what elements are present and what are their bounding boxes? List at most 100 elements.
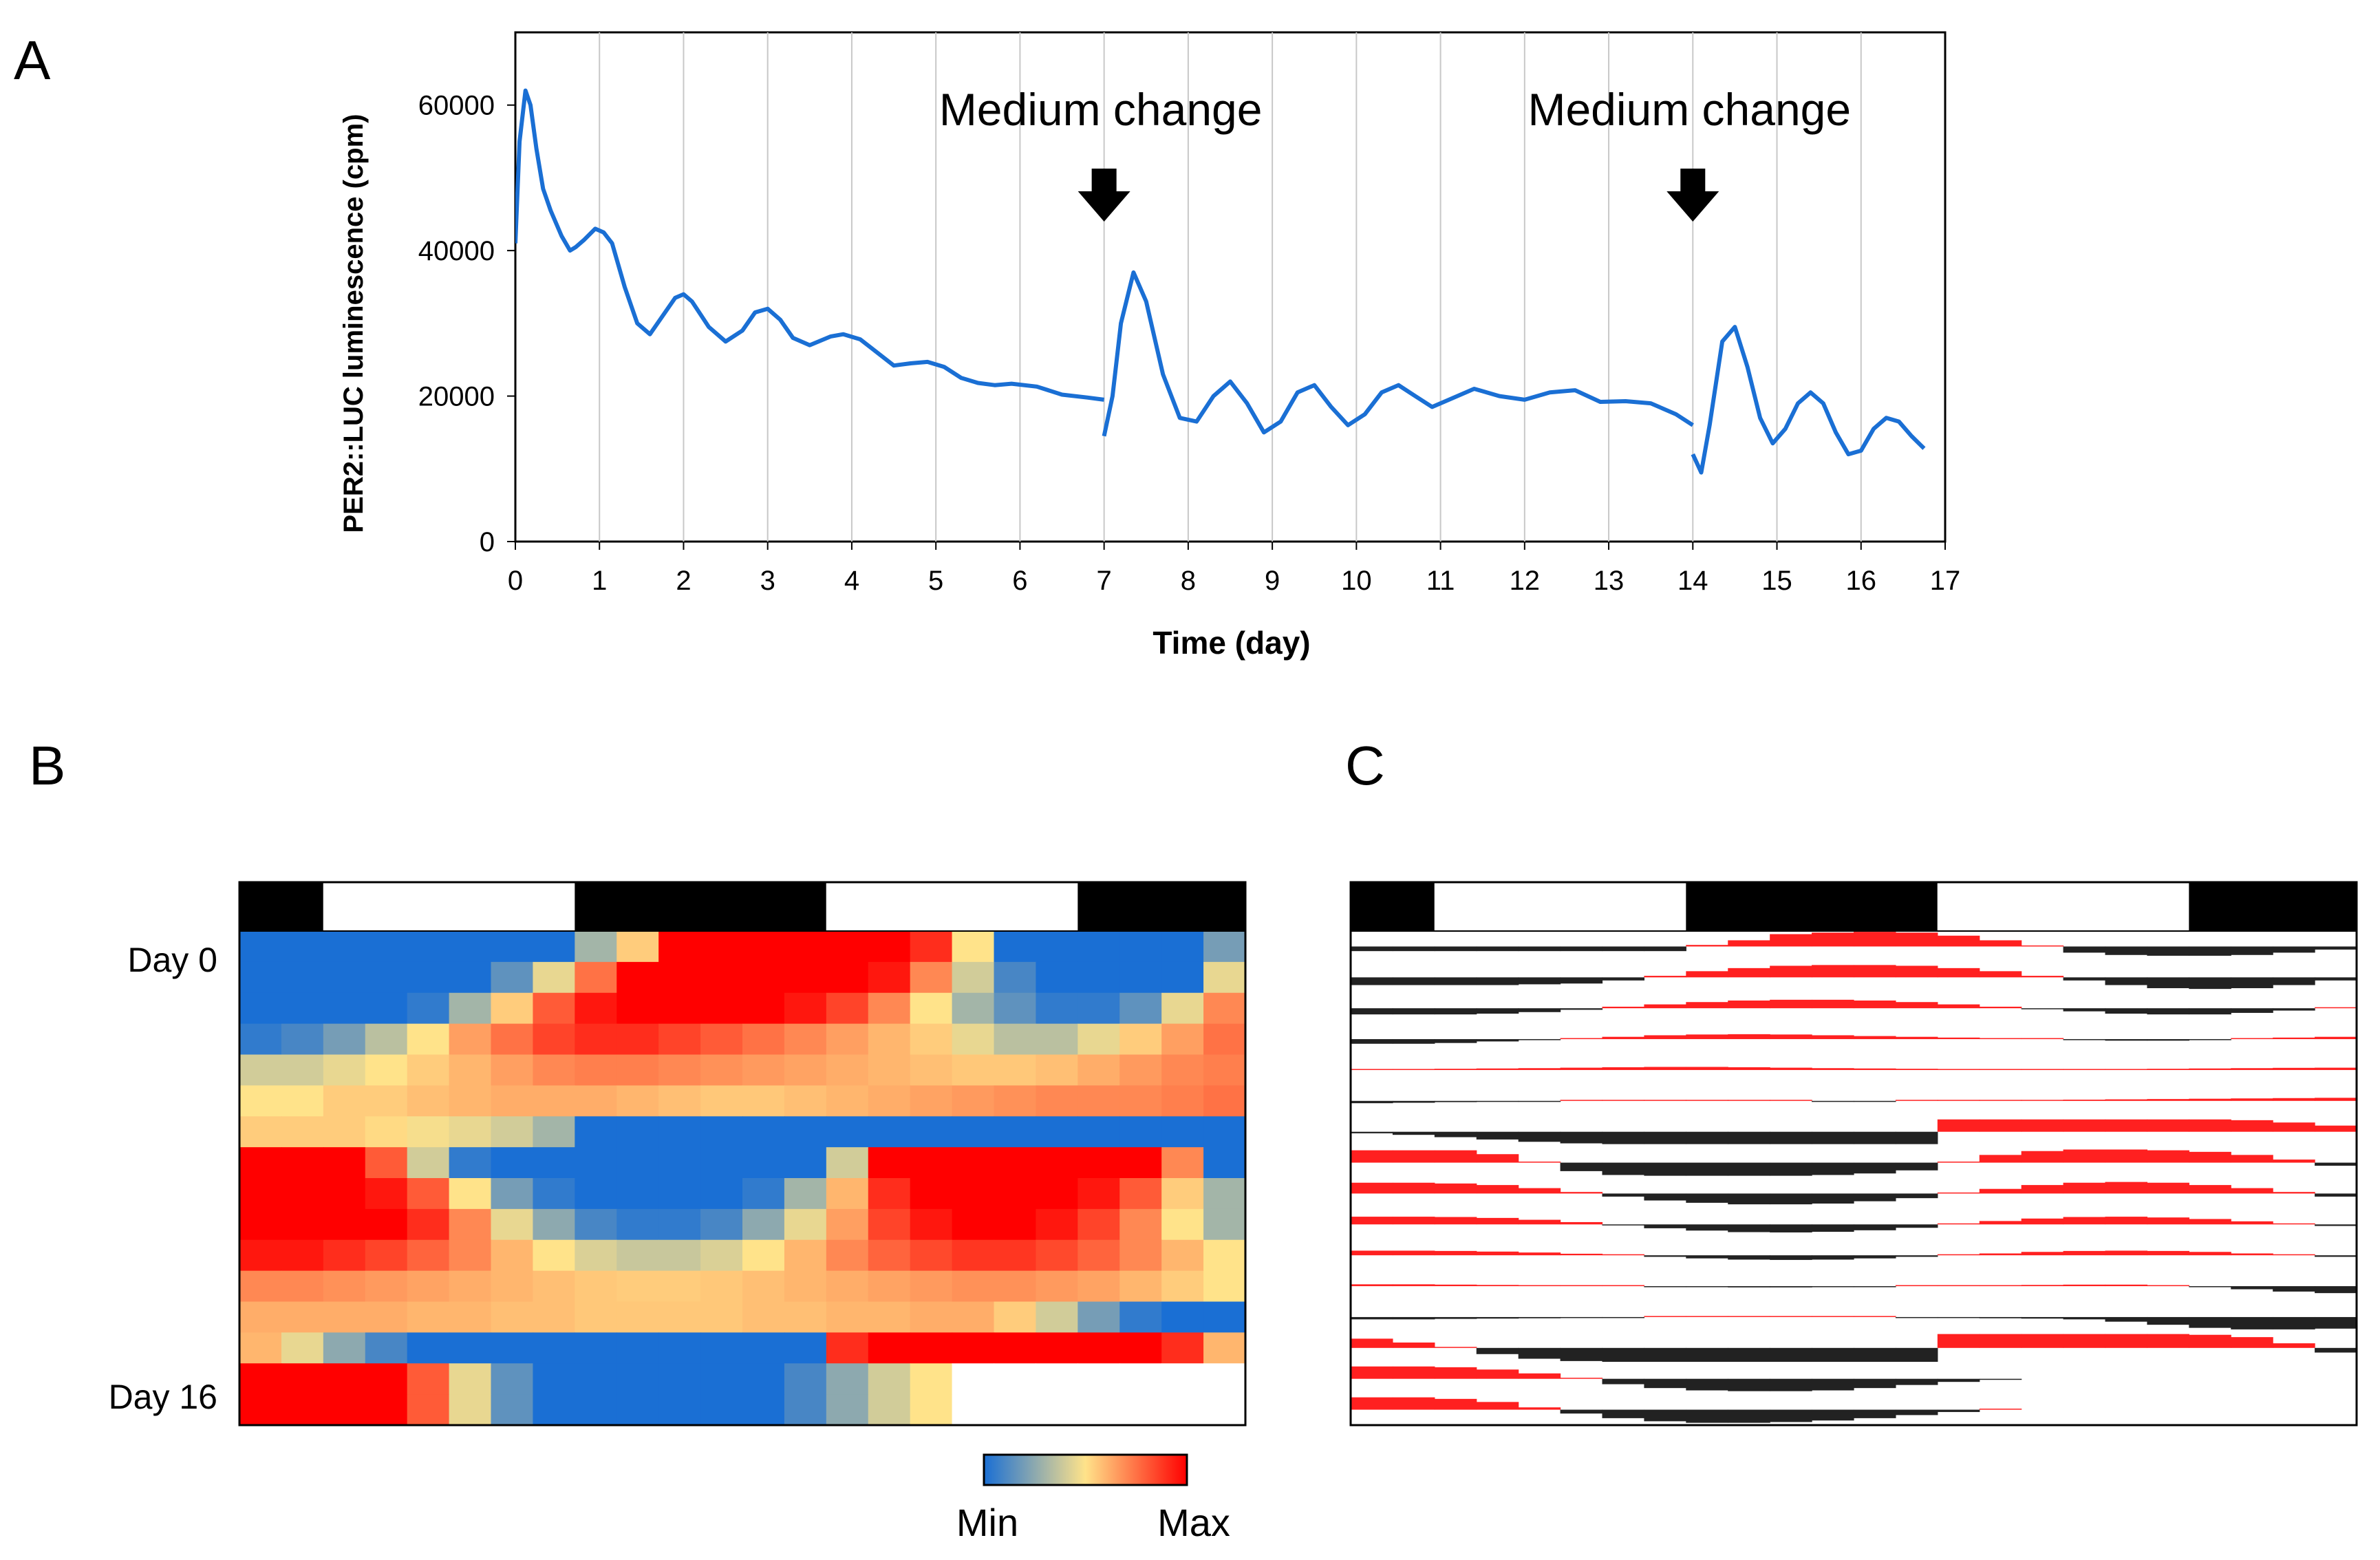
positive-bar: [2063, 1149, 2106, 1163]
positive-bar: [1434, 1069, 1477, 1070]
positive-bar: [1518, 1162, 1561, 1163]
heatmap-cell: [491, 1085, 534, 1117]
colorbar: Min Max: [956, 1453, 1230, 1544]
positive-bar: [1476, 1369, 1519, 1379]
negative-bar: [1770, 1409, 1812, 1422]
positive-bar: [2147, 1334, 2189, 1348]
negative-bar: [1812, 1347, 1854, 1362]
heatmap-cell: [323, 992, 366, 1025]
positive-bar: [2231, 1253, 2273, 1256]
heatmap-cell: [1036, 1116, 1078, 1148]
negative-bar: [1979, 1378, 2022, 1380]
negative-bar: [2147, 977, 2189, 989]
heatmap-cell: [365, 1363, 408, 1395]
x-tick-label: 16: [1846, 566, 1877, 596]
positive-bar: [2063, 1284, 2106, 1287]
negative-bar: [2063, 946, 2106, 953]
heatmap-cell: [323, 931, 366, 963]
negative-bar: [1812, 1255, 1854, 1260]
negative-bar: [2021, 1316, 2064, 1319]
heatmap-cell: [1203, 1270, 1246, 1303]
negative-bar: [2315, 1162, 2357, 1166]
heatmap-cell: [700, 1116, 743, 1148]
positive-bar: [1895, 1285, 1938, 1287]
positive-bar: [1434, 1217, 1477, 1225]
positive-bar: [1979, 1038, 2022, 1040]
heatmap-cell: [910, 1394, 953, 1426]
heatmap-cell: [1119, 1394, 1162, 1426]
positive-bar: [1937, 1037, 1980, 1040]
heatmap-cell: [826, 931, 869, 963]
heatmap-cell: [700, 1270, 743, 1303]
heatmap-cell: [784, 1301, 827, 1333]
heatmap-cell: [784, 1147, 827, 1179]
heatmap-cell: [1203, 1394, 1246, 1426]
positive-bar: [1979, 1006, 2022, 1009]
positive-bar: [1728, 940, 1770, 947]
positive-bar: [2231, 1038, 2273, 1040]
heatmap-cell: [575, 1023, 617, 1056]
heatmap-cell: [1203, 1301, 1246, 1333]
heatmap-cell: [784, 1270, 827, 1303]
y-axis: 0 20000 40000 60000: [418, 91, 515, 557]
positive-bar: [1434, 1183, 1477, 1194]
negative-bar: [1770, 1193, 1812, 1205]
heatmap-cell: [449, 1239, 492, 1272]
heatmap-cell: [1119, 1270, 1162, 1303]
heatmap-cell: [742, 1394, 785, 1426]
heatmap-cell: [449, 1270, 492, 1303]
positive-bar: [1644, 976, 1686, 978]
heatmap-cell: [826, 1085, 869, 1117]
positive-bar: [1979, 1253, 2022, 1256]
heatmap-cell: [1078, 1208, 1120, 1241]
negative-bar: [1686, 1255, 1728, 1259]
light-period-bar: [323, 882, 575, 931]
negative-bar: [1728, 1131, 1770, 1144]
heatmap-cell: [784, 1054, 827, 1086]
negative-bar: [1602, 1409, 1645, 1418]
heatmap-cell: [1119, 1054, 1162, 1086]
negative-bar: [1602, 1224, 1645, 1226]
heatmap-cell: [826, 1270, 869, 1303]
positive-bar: [2231, 1120, 2273, 1132]
heatmap-cell: [826, 1363, 869, 1395]
heatmap-cell: [449, 1147, 492, 1179]
heatmap-cell: [994, 1208, 1037, 1241]
heatmap-cell: [365, 1239, 408, 1272]
heatmap-cell: [1036, 1363, 1078, 1395]
y-tick-label: 60000: [418, 91, 495, 121]
heatmap-cell: [617, 1023, 659, 1056]
positive-bar: [2021, 1285, 2064, 1287]
heatmap-cell: [784, 1332, 827, 1364]
negative-bar: [1518, 1316, 1561, 1318]
panel-label-c: C: [1345, 735, 1385, 796]
positive-bar: [1895, 965, 1938, 978]
heatmap-cell: [323, 1239, 366, 1272]
heatmap-cell: [1203, 1147, 1246, 1179]
heatmap-cell: [239, 1147, 282, 1179]
heatmap-cell: [1036, 1085, 1078, 1117]
positive-bar: [1854, 1316, 1896, 1317]
heatmap-cell: [491, 1054, 534, 1086]
positive-bar: [2021, 1151, 2064, 1163]
positive-bar: [1854, 1000, 1896, 1009]
heatmap-cell: [407, 1301, 450, 1333]
heatmap-cell: [1119, 1023, 1162, 1056]
positive-bar: [1686, 1002, 1728, 1009]
negative-bar: [2063, 977, 2106, 981]
positive-bar: [2189, 1185, 2231, 1194]
negative-bar: [1728, 1286, 1770, 1287]
heatmap-cell: [491, 1208, 534, 1241]
heatmap-cell: [617, 1394, 659, 1426]
heatmap-cell: [826, 1394, 869, 1426]
heatmap-cell: [533, 961, 575, 994]
positive-bar: [1895, 1100, 1938, 1101]
negative-bar: [1728, 1193, 1770, 1205]
negative-bar: [1812, 1131, 1854, 1144]
heatmap-cell: [323, 1085, 366, 1117]
positive-bar: [2063, 1217, 2106, 1225]
heatmap-cell: [1203, 1178, 1246, 1210]
positive-bar: [1979, 1188, 2022, 1194]
heatmap-cell: [575, 1054, 617, 1086]
